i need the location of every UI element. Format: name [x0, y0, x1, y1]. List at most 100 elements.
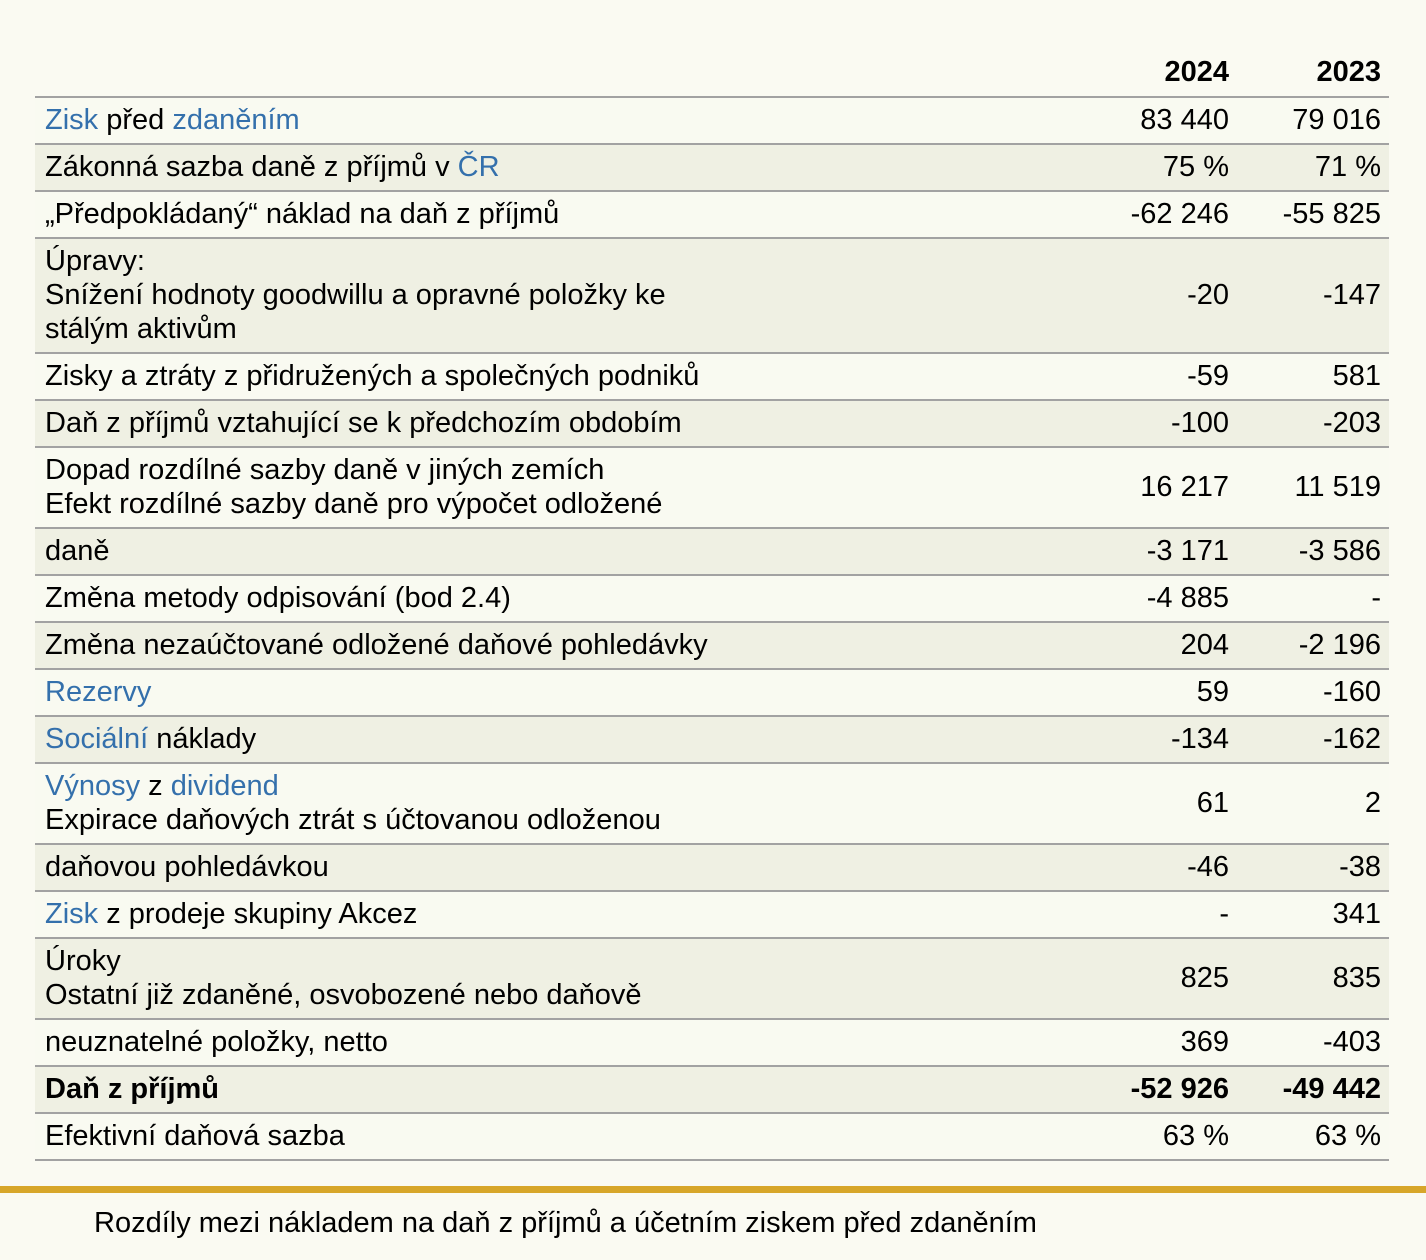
value-2024: 825 [1180, 962, 1229, 994]
table-row: Úroky Ostatní již zdaněné, osvobozené neb… [35, 937, 1389, 1018]
value-2024: -46 [1187, 851, 1229, 883]
table-row: daňovou pohledávkou -46 -38 [35, 843, 1389, 890]
tax-reconciliation-table: 2024 2023 Zisk před zdaněním 83 440 79 016… [35, 48, 1389, 1161]
table-body: Zisk před zdaněním 83 440 79 016 Zákonná sa… [35, 96, 1389, 1161]
row-label-line: Zisk z prodeje skupiny Akcez [45, 897, 1061, 931]
link-text[interactable]: Sociální [45, 723, 149, 755]
row-label-line: Změna nezaúčtované odložené daňové pohle… [45, 628, 1061, 662]
value-2024: 369 [1180, 1026, 1229, 1058]
label-text: z [140, 770, 171, 802]
table-row: Změna nezaúčtované odložené daňové pohle… [35, 621, 1389, 668]
table-row: neuznatelné položky, netto 369 -403 [35, 1018, 1389, 1065]
link-text[interactable]: Zisk [45, 104, 99, 136]
label-text: Snížení hodnoty goodwillu a opravné polo… [45, 279, 666, 311]
value-2024: -59 [1187, 360, 1229, 392]
row-label: Změna nezaúčtované odložené daňové pohle… [35, 628, 1061, 662]
label-text: Změna nezaúčtované odložené daňové pohle… [45, 629, 708, 661]
row-label-line: Zisky a ztráty z přidružených a společný… [45, 359, 1061, 393]
value-2023: 341 [1332, 898, 1381, 930]
row-label: Výnosy z dividend Expirace daňových ztrát… [35, 769, 1061, 837]
value-2023: -147 [1322, 279, 1381, 311]
row-label-line: daňovou pohledávkou [45, 850, 1061, 884]
row-label: daňovou pohledávkou [35, 850, 1061, 884]
label-text: Změna metody odpisování (bod 2.4) [45, 582, 511, 614]
value-2024: 59 [1196, 676, 1229, 708]
value-2024: -134 [1170, 723, 1229, 755]
label-text: daně [45, 535, 110, 567]
link-text[interactable]: Výnosy [45, 770, 141, 802]
link-text[interactable]: dividend [170, 770, 279, 802]
link-text[interactable]: Rezervy [45, 676, 152, 708]
label-text: Zákonná sazba daně z příjmů v [45, 151, 458, 183]
label-text: stálým aktivům [45, 313, 237, 345]
row-label: Úroky Ostatní již zdaněné, osvobozené neb… [35, 944, 1061, 1012]
row-label-line: Expirace daňových ztrát s účtovanou odlo… [45, 803, 1061, 837]
row-label-line: Daň z příjmů vztahující se k předchozím … [45, 406, 1061, 440]
row-label: neuznatelné položky, netto [35, 1025, 1061, 1059]
column-header-2024: 2024 [1164, 56, 1229, 88]
label-text: před [98, 104, 173, 136]
table-caption: Rozdíly mezi nákladem na daň z příjmů a … [94, 1207, 1037, 1239]
value-2024: 63 % [1162, 1120, 1229, 1152]
row-label-line: stálým aktivům [45, 312, 1061, 346]
link-text[interactable]: ČR [457, 151, 500, 183]
value-2023: -38 [1339, 851, 1381, 883]
row-label-line: Zákonná sazba daně z příjmů v ČR [45, 150, 1061, 184]
row-label: Zisk před zdaněním [35, 103, 1061, 137]
value-2024: -3 171 [1146, 535, 1229, 567]
table-row: Zisk před zdaněním 83 440 79 016 [35, 96, 1389, 143]
row-label-line: Úpravy: [45, 244, 1061, 278]
row-label-line: „Předpokládaný“ náklad na daň z příjmů [45, 197, 1061, 231]
value-2024: 204 [1180, 629, 1229, 661]
row-label-line: Zisk před zdaněním [45, 103, 1061, 137]
row-label: „Předpokládaný“ náklad na daň z příjmů [35, 197, 1061, 231]
row-label: Změna metody odpisování (bod 2.4) [35, 581, 1061, 615]
value-2023: - [1371, 582, 1381, 614]
table-row: Zákonná sazba daně z příjmů v ČR 75 % 71 % [35, 143, 1389, 190]
value-2024: 83 440 [1140, 104, 1229, 136]
value-2023: -162 [1322, 723, 1381, 755]
value-2024: -62 246 [1130, 198, 1229, 230]
label-text: „Předpokládaný“ náklad na daň z příjmů [45, 198, 560, 230]
label-text: Daň z příjmů [45, 1073, 220, 1105]
label-text: Úroky [45, 945, 121, 977]
row-label-line: Ostatní již zdaněné, osvobozené nebo daň… [45, 978, 1061, 1012]
value-2023: -160 [1322, 676, 1381, 708]
row-label: Dopad rozdílné sazby daně v jiných zemíc… [35, 453, 1061, 521]
label-text: Expirace daňových ztrát s účtovanou odlo… [45, 804, 661, 836]
label-text: daňovou pohledávkou [45, 851, 329, 883]
row-label: Efektivní daňová sazba [35, 1119, 1061, 1153]
value-2023: 11 519 [1294, 471, 1381, 503]
value-2023: 71 % [1314, 151, 1381, 183]
table-row: Daň z příjmů vztahující se k předchozím … [35, 399, 1389, 446]
value-2023: -403 [1322, 1026, 1381, 1058]
value-2024: -100 [1170, 407, 1229, 439]
table-row: daně -3 171 -3 586 [35, 527, 1389, 574]
row-label-line: Výnosy z dividend [45, 769, 1061, 803]
column-header-2023: 2023 [1316, 56, 1381, 88]
table-row: Zisk z prodeje skupiny Akcez - 341 [35, 890, 1389, 937]
label-text: Daň z příjmů vztahující se k předchozím … [45, 407, 682, 439]
value-2023: 835 [1332, 962, 1381, 994]
row-label-line: Úroky [45, 944, 1061, 978]
table-row: Daň z příjmů -52 926 -49 442 [35, 1065, 1389, 1112]
link-text[interactable]: zdaněním [172, 104, 300, 136]
row-label: Sociální náklady [35, 722, 1061, 756]
value-2023: -203 [1322, 407, 1381, 439]
gold-divider-line [0, 1186, 1426, 1193]
label-text: z prodeje skupiny Akcez [98, 898, 418, 930]
link-text[interactable]: Zisk [45, 898, 99, 930]
value-2023: 2 [1364, 787, 1381, 819]
row-label-line: Daň z příjmů [45, 1072, 1061, 1106]
row-label-line: Dopad rozdílné sazby daně v jiných zemíc… [45, 453, 1061, 487]
label-text: Ostatní již zdaněné, osvobozené nebo daň… [45, 979, 642, 1011]
table-row: Zisky a ztráty z přidružených a společný… [35, 352, 1389, 399]
row-label: Úpravy: Snížení hodnoty goodwillu a oprav… [35, 244, 1061, 346]
row-label: Daň z příjmů [35, 1072, 1061, 1106]
value-2024: -4 885 [1146, 582, 1229, 614]
label-text: Dopad rozdílné sazby daně v jiných zemíc… [45, 454, 605, 486]
value-2024: -52 926 [1130, 1073, 1229, 1105]
row-label: Zisk z prodeje skupiny Akcez [35, 897, 1061, 931]
row-label: daně [35, 534, 1061, 568]
label-text: Zisky a ztráty z přidružených a společný… [45, 360, 700, 392]
